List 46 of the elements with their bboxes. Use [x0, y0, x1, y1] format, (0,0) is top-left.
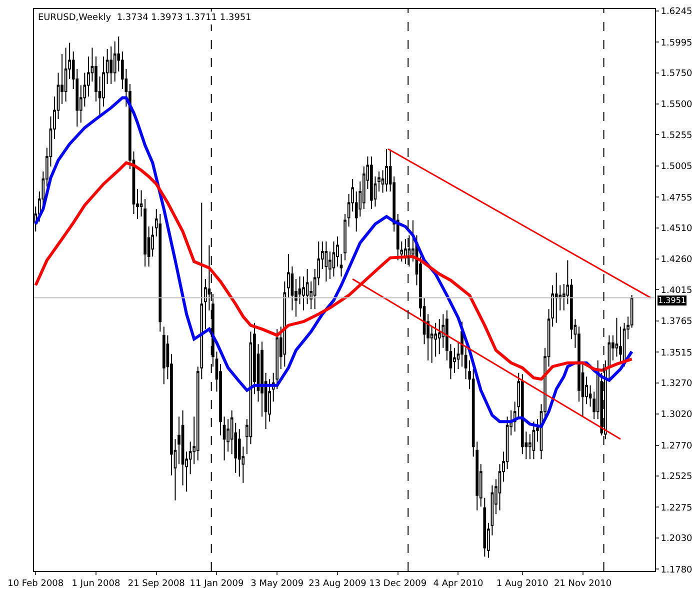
y-tick-label: 1.2770 — [660, 442, 693, 452]
y-tick-label: 1.5750 — [660, 68, 693, 79]
ref-line-label: 1.3951 — [658, 296, 686, 305]
y-tick-label: 1.5500 — [660, 100, 693, 110]
x-tick-label: 23 Aug 2009 — [308, 578, 367, 589]
candlestick — [340, 254, 343, 278]
candlestick — [344, 214, 346, 261]
candlestick — [378, 171, 380, 192]
y-tick-label: 1.2030 — [660, 534, 693, 544]
y-tick-label: 1.4510 — [660, 224, 693, 234]
y-tick-label: 1.3270 — [660, 378, 693, 389]
y-tick-label: 1.4015 — [660, 286, 692, 296]
text: EURUSD,Weekly 1.3734 1.3973 1.3711 1.3951 — [38, 13, 252, 23]
x-tick-label: 1 Jun 2008 — [72, 578, 120, 589]
candlestick — [370, 156, 373, 210]
y-tick-label: 1.3020 — [660, 410, 693, 420]
y-tick-label: 1.5005 — [660, 162, 692, 172]
y-tick-label: 1.2275 — [660, 503, 692, 514]
candlestick — [64, 47, 68, 102]
y-tick-label: 1.1780 — [660, 565, 693, 576]
y-tick-label: 1.6245 — [660, 7, 692, 18]
y-tick-label: 1.3765 — [660, 317, 692, 328]
candlestick — [615, 317, 618, 358]
candlestick — [324, 241, 328, 282]
x-tick-label: 21 Sep 2008 — [128, 578, 186, 589]
x-tick-label: 4 Apr 2010 — [433, 578, 484, 589]
x-tick-label: 3 May 2009 — [250, 578, 304, 589]
y-tick-label: 1.3515 — [660, 348, 692, 358]
candlestick — [554, 272, 558, 324]
candlestick — [520, 374, 524, 455]
y-tick-label: 1.2525 — [660, 472, 692, 482]
candlestick — [162, 326, 166, 385]
x-tick-label: 13 Dec 2009 — [369, 578, 427, 589]
y-tick-label: 1.4260 — [660, 255, 693, 266]
candlestick — [532, 421, 536, 460]
candlestick — [385, 148, 388, 192]
x-tick-label: 11 Jan 2009 — [190, 578, 244, 589]
candlestick — [283, 281, 286, 368]
x-tick-label: 1 Aug 2010 — [496, 578, 549, 589]
y-tick-label: 1.5255 — [660, 130, 692, 141]
x-tick-label: 10 Feb 2008 — [8, 578, 64, 589]
y-tick-label: 1.5995 — [660, 38, 692, 48]
x-tick-label: 21 Nov 2010 — [554, 578, 612, 589]
candlestick — [222, 416, 226, 461]
line-series — [34, 96, 634, 428]
y-tick-label: 1.4755 — [660, 193, 692, 204]
